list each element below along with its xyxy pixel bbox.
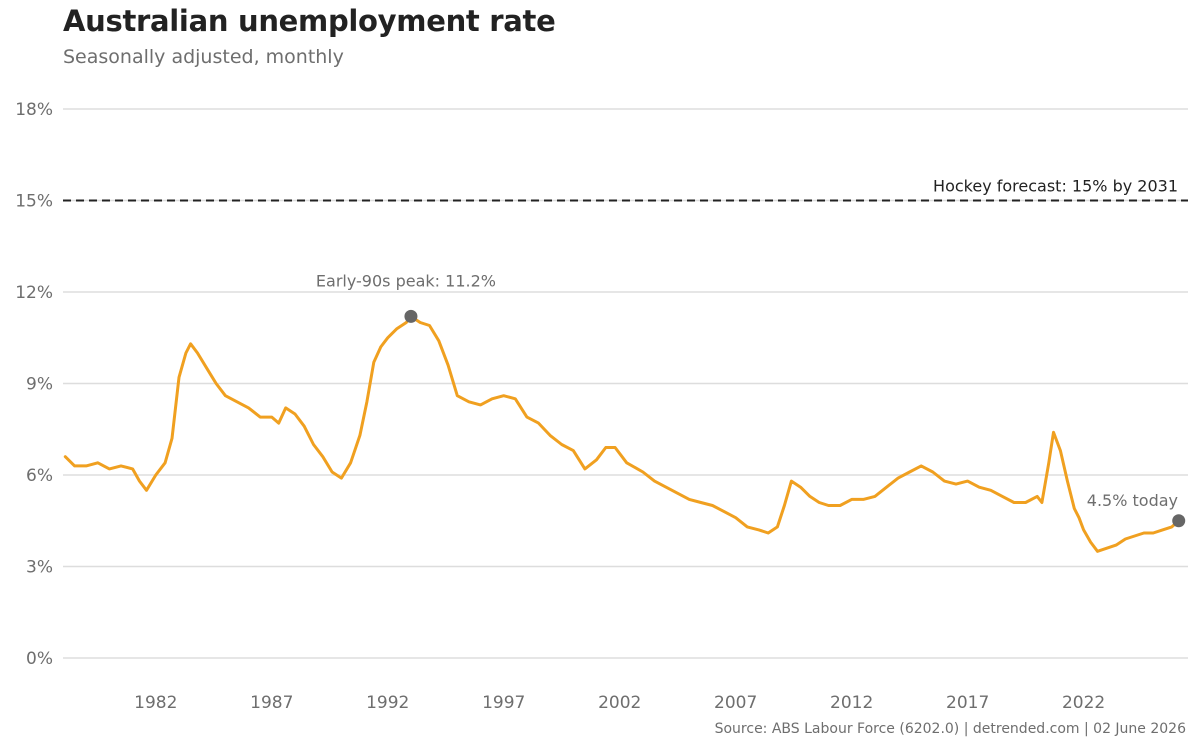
latest-marker <box>1172 514 1186 528</box>
y-tick-label: 15% <box>15 192 53 212</box>
x-tick-label: 1987 <box>250 693 293 713</box>
x-tick-label: 1992 <box>366 693 409 713</box>
x-tick-label: 2002 <box>598 693 641 713</box>
x-tick-label: 1982 <box>134 693 177 713</box>
y-tick-label: 12% <box>15 283 53 303</box>
peak-marker <box>404 309 418 323</box>
x-tick-label: 1997 <box>482 693 525 713</box>
y-tick-label: 9% <box>26 375 53 395</box>
y-tick-label: 0% <box>26 649 53 669</box>
x-tick-label: 2017 <box>946 693 989 713</box>
latest-annotation: 4.5% today <box>1087 491 1178 510</box>
chart-title: Australian unemployment rate <box>63 4 556 38</box>
unemployment-rate-line <box>63 314 1181 553</box>
y-tick-label: 3% <box>26 558 53 578</box>
source-caption: Source: ABS Labour Force (6202.0) | detr… <box>714 721 1186 737</box>
y-tick-label: 6% <box>26 466 53 486</box>
x-tick-label: 2012 <box>830 693 873 713</box>
peak-annotation: Early-90s peak: 11.2% <box>316 271 496 290</box>
y-tick-label: 18% <box>15 100 53 120</box>
reference-line-label: Hockey forecast: 15% by 2031 <box>933 177 1178 196</box>
x-tick-label: 2007 <box>714 693 757 713</box>
x-tick-label: 2022 <box>1062 693 1105 713</box>
chart-subtitle: Seasonally adjusted, monthly <box>63 46 344 68</box>
